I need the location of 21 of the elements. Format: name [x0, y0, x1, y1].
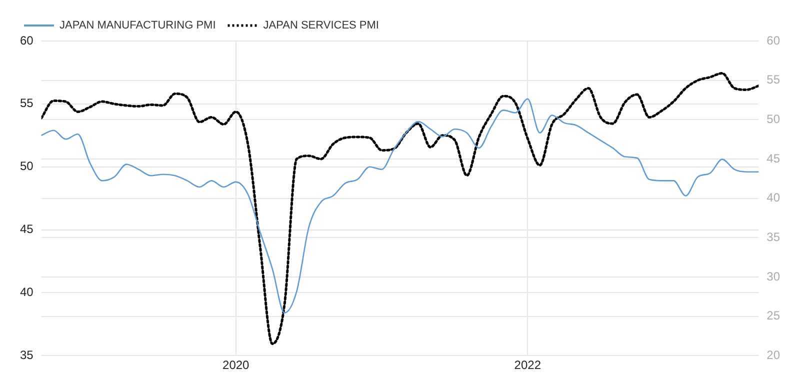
x-tick-label: 2020 [222, 358, 250, 372]
y2-tick-label: 55 [766, 72, 780, 87]
y-tick-label: 40 [20, 284, 34, 299]
y-tick-label: 55 [20, 96, 34, 110]
legend-label: JAPAN MANUFACTURING PMI [60, 20, 216, 32]
y-tick-label: 35 [20, 348, 34, 362]
y2-tick-label: 45 [766, 151, 780, 166]
line-series [41, 98, 759, 314]
y-tick-label: 45 [20, 222, 34, 236]
y2-tick-label: 50 [766, 112, 780, 126]
line-series [41, 72, 759, 346]
y2-tick-label: 35 [766, 230, 780, 244]
y2-tick-label: 20 [766, 348, 780, 362]
y-tick-label: 50 [20, 159, 34, 174]
y2-tick-label: 60 [766, 33, 780, 48]
y2-tick-label: 40 [766, 190, 780, 205]
y2-tick-label: 25 [766, 308, 780, 323]
y-tick-label: 60 [20, 33, 34, 48]
y2-tick-label: 30 [766, 269, 780, 284]
x-tick-label: 2022 [514, 358, 542, 372]
legend-label: JAPAN SERVICES PMI [263, 20, 379, 32]
